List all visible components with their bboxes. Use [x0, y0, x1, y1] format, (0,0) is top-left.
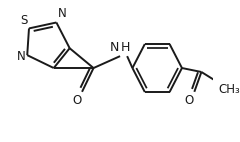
Text: CH₃: CH₃ — [218, 83, 240, 96]
Text: H: H — [121, 41, 130, 54]
Text: O: O — [72, 94, 81, 107]
Text: N: N — [110, 41, 119, 54]
Text: O: O — [184, 94, 193, 107]
Text: N: N — [58, 8, 67, 20]
Text: S: S — [20, 14, 27, 27]
Text: N: N — [17, 50, 25, 63]
